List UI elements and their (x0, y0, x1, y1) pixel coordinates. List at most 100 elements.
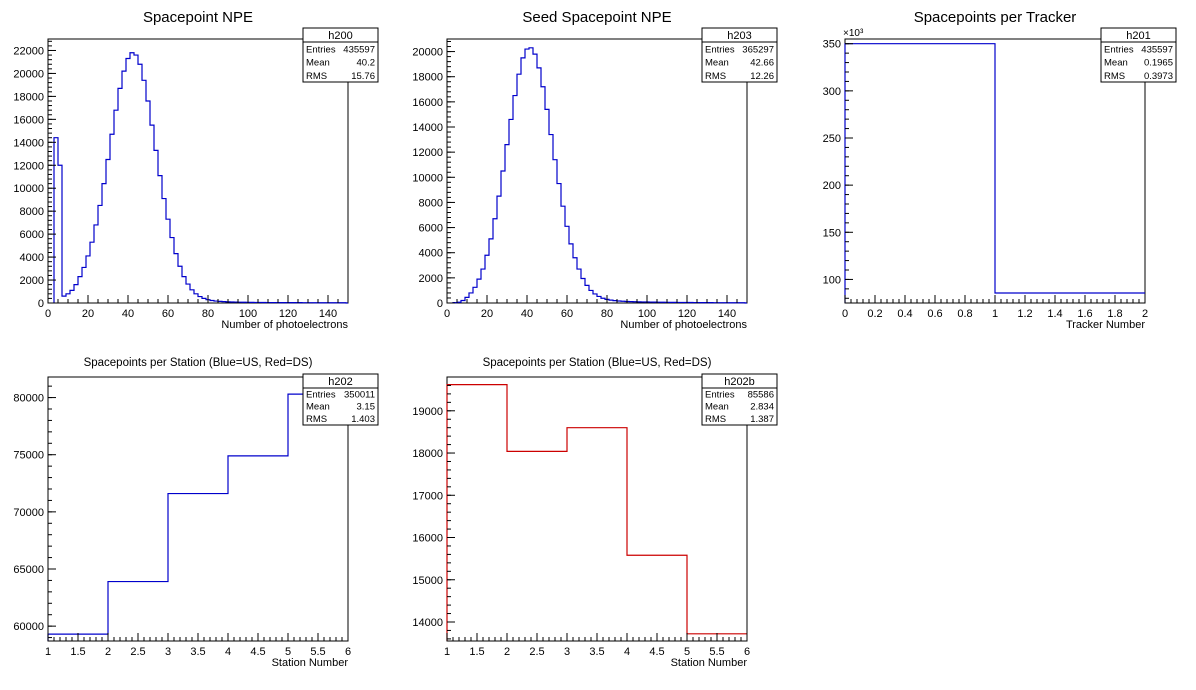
y-tick-label: 4000 (419, 248, 443, 260)
y-tick-label: 0 (437, 298, 443, 310)
x-tick-label: 140 (718, 308, 736, 320)
x-tick-label: 4.5 (649, 646, 664, 658)
stats-row-value: 435597 (1141, 44, 1173, 55)
x-axis-label: Station Number (272, 657, 349, 669)
stats-row-value: 15.76 (351, 71, 375, 82)
stats-row-value: 85586 (748, 389, 774, 400)
chart-title: Spacepoints per Station (Blue=US, Red=DS… (483, 357, 712, 369)
stats-row-label: Entries (306, 44, 336, 55)
stats-row-value: 40.2 (357, 58, 376, 69)
x-tick-label: 0.8 (957, 308, 972, 320)
histogram-series-line (47, 393, 348, 641)
y-tick-label: 17000 (412, 490, 443, 502)
stats-box-name: h202b (724, 376, 755, 388)
y-tick-label: 6000 (20, 229, 44, 241)
y-tick-label: 2000 (419, 273, 443, 285)
x-tick-label: 3 (165, 646, 171, 658)
x-tick-label: 20 (481, 308, 493, 320)
y-tick-label: 16000 (412, 97, 443, 109)
y-tick-label: 18000 (412, 72, 443, 84)
x-tick-label: 4.5 (250, 646, 265, 658)
stats-row-value: 0.1965 (1144, 58, 1173, 69)
stats-row-label: RMS (1104, 71, 1125, 82)
chart-title: Spacepoints per Station (Blue=US, Red=DS… (84, 357, 313, 369)
stats-row-value: 435597 (343, 44, 375, 55)
y-tick-label: 6000 (419, 223, 443, 235)
y-tick-label: 100 (823, 274, 841, 286)
stats-row-label: Mean (306, 58, 330, 69)
x-tick-label: 3.5 (190, 646, 205, 658)
chart-h203: Seed Spacepoint NPE 0 20 40 60 80 100 120 140 0 20… (412, 9, 778, 331)
stats-row-label: RMS (705, 71, 726, 82)
x-tick-label: 80 (202, 308, 214, 320)
y-tick-label: 16000 (13, 114, 44, 126)
stats-row-value: 3.15 (357, 402, 376, 413)
x-tick-label: 140 (319, 308, 337, 320)
y-tick-label: 12000 (412, 147, 443, 159)
stats-box (302, 27, 379, 83)
stats-row-value: 365297 (742, 44, 774, 55)
y-tick-label: 20000 (412, 47, 443, 59)
y-tick-label: 80000 (13, 393, 44, 405)
x-tick-label: 2.5 (130, 646, 145, 658)
y-tick-label: 70000 (13, 507, 44, 519)
x-tick-label: 120 (678, 308, 696, 320)
chart-h201: Spacepoints per Tracker 0 0.2 0.4 0.6 0.8 1 1.2… (823, 9, 1177, 331)
x-tick-label: 1.5 (469, 646, 484, 658)
x-tick-label: 3 (564, 646, 570, 658)
stats-row-value: 2.834 (750, 402, 774, 413)
y-tick-label: 14000 (412, 122, 443, 134)
y-tick-label: 350 (823, 39, 841, 51)
x-tick-label: 4 (225, 646, 231, 658)
x-axis-label: Tracker Number (1066, 319, 1145, 331)
stats-box (701, 27, 778, 83)
x-tick-label: 100 (239, 308, 257, 320)
y-tick-label: 300 (823, 86, 841, 98)
chart-title: Spacepoint NPE (143, 9, 253, 26)
x-tick-label: 1.8 (1107, 308, 1122, 320)
stats-row-label: RMS (306, 414, 327, 425)
x-tick-label: 1 (45, 646, 51, 658)
x-tick-label: 1.6 (1077, 308, 1092, 320)
x-tick-label: 20 (82, 308, 94, 320)
y-tick-label: 150 (823, 227, 841, 239)
stats-box (302, 373, 379, 426)
y-tick-label: 18000 (412, 448, 443, 460)
y-tick-label: 4000 (20, 252, 44, 264)
stats-box-name: h201 (1126, 30, 1150, 42)
histogram-series-line (446, 384, 747, 641)
y-tick-label: 65000 (13, 564, 44, 576)
stats-row-label: Mean (306, 402, 330, 413)
stats-box-name: h203 (727, 30, 751, 42)
x-tick-label: 6 (744, 646, 750, 658)
stats-row-value: 42.66 (750, 58, 774, 69)
x-tick-label: 60 (162, 308, 174, 320)
x-tick-label: 5 (684, 646, 690, 658)
stats-row-value: 1.387 (750, 414, 774, 425)
x-tick-label: 6 (345, 646, 351, 658)
stats-box (701, 373, 778, 426)
histogram-series-line (844, 43, 1145, 303)
stats-row-value: 350011 (344, 389, 375, 400)
stats-row-label: Mean (705, 58, 729, 69)
stats-box-name: h200 (328, 30, 352, 42)
y-tick-label: 0 (38, 298, 44, 310)
x-tick-label: 1 (992, 308, 998, 320)
y-tick-label: 250 (823, 133, 841, 145)
x-tick-label: 1.2 (1017, 308, 1032, 320)
x-tick-label: 0.4 (897, 308, 912, 320)
stats-row-label: RMS (306, 71, 327, 82)
x-tick-label: 40 (521, 308, 533, 320)
y-axis-unit: ×10³ (843, 28, 864, 39)
x-tick-label: 0 (444, 308, 450, 320)
x-tick-label: 0 (842, 308, 848, 320)
x-tick-label: 2 (504, 646, 510, 658)
y-tick-label: 16000 (412, 533, 443, 545)
stats-row-value: 0.3973 (1144, 71, 1173, 82)
y-tick-label: 14000 (13, 137, 44, 149)
y-tick-label: 8000 (419, 197, 443, 209)
x-tick-label: 2 (1142, 308, 1148, 320)
x-axis-label: Station Number (671, 657, 748, 669)
x-axis-label: Number of photoelectrons (221, 319, 348, 331)
